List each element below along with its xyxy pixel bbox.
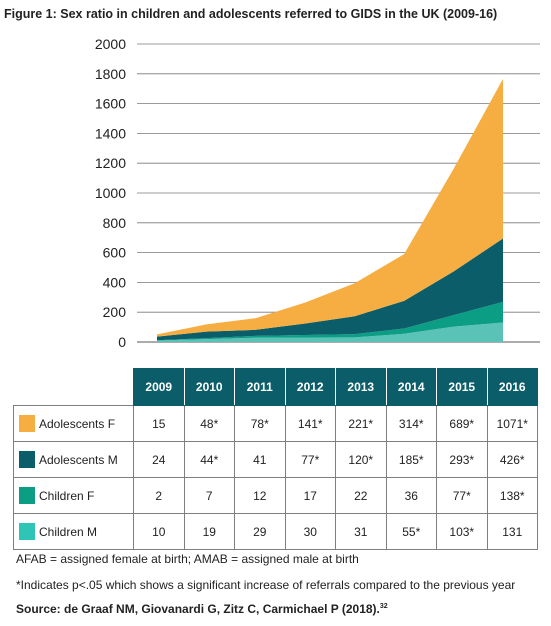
y-tick-label: 1000 bbox=[95, 185, 126, 201]
legend-swatch bbox=[19, 487, 35, 504]
table-cell: 29 bbox=[234, 513, 286, 550]
table-row: Children M 10 19 29 30 31 55* 103* 131 bbox=[13, 513, 538, 550]
table-cell: 120* bbox=[335, 441, 387, 478]
y-tick-label: 0 bbox=[118, 334, 126, 350]
table-cell: 78* bbox=[234, 405, 286, 442]
area-series bbox=[157, 78, 503, 342]
table-cell: 103* bbox=[436, 513, 488, 550]
table-row: Adolescents M 24 44* 41 77* 120* 185* 293* 426* bbox=[13, 441, 538, 478]
table-cell: 138* bbox=[486, 477, 538, 514]
y-axis-labels: 0 200 400 600 800 1000 1200 1400 1600 1800 2000 bbox=[95, 36, 126, 350]
y-tick-label: 200 bbox=[103, 304, 127, 320]
y-tick-label: 1800 bbox=[95, 66, 126, 82]
table-cell: 689* bbox=[436, 405, 488, 442]
chart-title: Figure 1: Sex ratio in children and adol… bbox=[4, 7, 498, 21]
table-cell: 314* bbox=[385, 405, 437, 442]
year-header: 2015 bbox=[436, 368, 488, 406]
table-cell: 426* bbox=[486, 441, 538, 478]
table-cell: 55* bbox=[385, 513, 437, 550]
year-header: 2011 bbox=[234, 368, 286, 406]
row-label-cell: Adolescents M bbox=[13, 441, 134, 478]
source-text: Source: de Graaf NM, Giovanardi G, Zitz … bbox=[16, 602, 380, 616]
table-cell: 15 bbox=[133, 405, 185, 442]
legend-swatch bbox=[19, 415, 35, 432]
table-body: Adolescents F 15 48* 78* 141* 221* 314* 689* 107… bbox=[13, 405, 538, 550]
table-header-row: 2009 2010 2011 2012 2013 2014 2015 2016 bbox=[13, 368, 538, 406]
row-label: Adolescents F bbox=[39, 416, 116, 431]
year-header: 2012 bbox=[284, 368, 336, 406]
table-cell: 10 bbox=[133, 513, 185, 550]
year-header: 2016 bbox=[486, 368, 538, 406]
table-cell: 141* bbox=[284, 405, 336, 442]
year-header: 2013 bbox=[335, 368, 387, 406]
y-tick-label: 400 bbox=[103, 274, 127, 290]
stacked-area-chart: 0 200 400 600 800 1000 1200 1400 1600 1800 2000 bbox=[95, 36, 540, 350]
table-cell: 77* bbox=[436, 477, 488, 514]
y-tick-label: 1600 bbox=[95, 96, 126, 112]
table-cell: 17 bbox=[284, 477, 336, 514]
data-table: 2009 2010 2011 2012 2013 2014 2015 2016 Adolesc… bbox=[13, 368, 538, 550]
row-label: Children M bbox=[39, 524, 98, 539]
table-cell: 7 bbox=[183, 477, 235, 514]
table-cell: 1071* bbox=[486, 405, 538, 442]
gridlines bbox=[137, 43, 540, 343]
source-reference: 32 bbox=[379, 603, 388, 610]
y-tick-label: 1400 bbox=[95, 125, 126, 141]
table-cell: 41 bbox=[234, 441, 286, 478]
y-tick-label: 600 bbox=[103, 245, 127, 261]
table-cell: 131 bbox=[486, 513, 538, 550]
table-cell: 31 bbox=[335, 513, 387, 550]
table-row: Children F 2 7 12 17 22 36 77* 138* bbox=[13, 477, 538, 514]
table-cell: 44* bbox=[183, 441, 235, 478]
footnote-significance: *Indicates p<.05 which shows a significa… bbox=[16, 578, 516, 592]
area-adolescents-f bbox=[157, 78, 503, 337]
row-label: Children F bbox=[39, 488, 95, 503]
table-cell: 48* bbox=[183, 405, 235, 442]
year-header: 2010 bbox=[183, 368, 235, 406]
footnote-abbreviations: AFAB = assigned female at birth; AMAB = … bbox=[16, 552, 359, 566]
year-header: 2014 bbox=[385, 368, 437, 406]
y-tick-label: 1200 bbox=[95, 155, 126, 171]
area-adolescents-m bbox=[157, 238, 503, 341]
y-tick-label: 2000 bbox=[95, 36, 126, 52]
footnote-source: Source: de Graaf NM, Giovanardi G, Zitz … bbox=[16, 602, 388, 616]
table-corner bbox=[13, 368, 134, 406]
row-label-cell: Children M bbox=[13, 513, 134, 550]
table-cell: 24 bbox=[133, 441, 185, 478]
table-cell: 221* bbox=[335, 405, 387, 442]
table-cell: 36 bbox=[385, 477, 437, 514]
row-label-cell: Children F bbox=[13, 477, 134, 514]
table-row: Adolescents F 15 48* 78* 141* 221* 314* 689* 107… bbox=[13, 405, 538, 442]
table-cell: 185* bbox=[385, 441, 437, 478]
row-label-cell: Adolescents F bbox=[13, 405, 134, 442]
table-cell: 293* bbox=[436, 441, 488, 478]
table-cell: 12 bbox=[234, 477, 286, 514]
row-label: Adolescents M bbox=[39, 452, 118, 467]
table-cell: 30 bbox=[284, 513, 336, 550]
year-header: 2009 bbox=[133, 368, 185, 406]
table-cell: 22 bbox=[335, 477, 387, 514]
table-cell: 77* bbox=[284, 441, 336, 478]
legend-swatch bbox=[19, 451, 35, 468]
area-children-f bbox=[157, 301, 503, 341]
area-children-m bbox=[157, 322, 503, 342]
table-cell: 19 bbox=[183, 513, 235, 550]
y-tick-label: 800 bbox=[103, 215, 127, 231]
table-cell: 2 bbox=[133, 477, 185, 514]
legend-swatch bbox=[19, 523, 35, 540]
